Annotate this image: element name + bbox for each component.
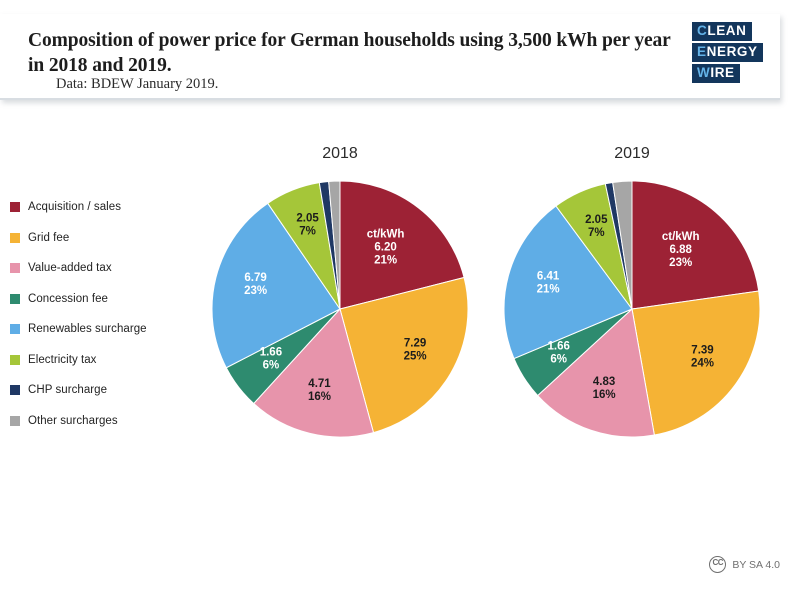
pie-chart-2019: 2019 ct/kWh 6.88 23% 7.39 24% 4.83 16% 1.66 6% 6.… (497, 145, 767, 449)
pie-slice-grid-fee[interactable] (631, 290, 761, 436)
pie-slice-label-value-added-tax: 4.71 16% (308, 378, 331, 403)
legend-swatch-icon (10, 324, 20, 334)
pie-slice-label-value-added-tax: 4.83 16% (593, 376, 616, 401)
pie-slice-renewables-surcharge[interactable] (503, 205, 633, 360)
legend-item-label: CHP surcharge (28, 384, 108, 396)
pie-slice-other-surcharges[interactable] (612, 180, 633, 310)
pie-slice-label-acquisition-sales: ct/kWh 6.88 23% (662, 231, 700, 269)
pie-slice-other-surcharges[interactable] (328, 180, 341, 310)
logo-line-wire: WIRE (692, 64, 740, 83)
legend-item-label: Renewables surcharge (28, 323, 147, 335)
pie-svg-2019: ct/kWh 6.88 23% 7.39 24% 4.83 16% 1.66 6% 6.41 21%… (503, 180, 761, 438)
legend-swatch-icon (10, 354, 20, 365)
license-badge: CC BY SA 4.0 (709, 556, 780, 573)
logo-text-rest: IRE (710, 65, 735, 80)
logo-line-energy: ENERGY (692, 43, 763, 62)
page-title: Composition of power price for German ho… (28, 30, 671, 76)
pie-slice-acquisition-sales[interactable] (631, 180, 760, 310)
pie-title-2019: 2019 (614, 145, 650, 162)
legend-item-label: Other surcharges (28, 414, 118, 427)
pie-slice-label-concession-fee: 1.66 6% (548, 341, 570, 366)
pie-slice-acquisition-sales[interactable] (339, 180, 465, 310)
pie-slice-label-acquisition-sales: ct/kWh 6.20 21% (367, 228, 405, 266)
legend-swatch-icon (10, 202, 20, 212)
data-source-subtitle: Data: BDEW January 2019. (56, 76, 219, 92)
pie-slice-value-added-tax[interactable] (252, 307, 375, 438)
legend-item-acquisition-sales[interactable]: Acquisition / sales (10, 196, 205, 218)
legend-item-label: Electricity tax (28, 353, 97, 366)
pie-slice-renewables-surcharge[interactable] (211, 202, 341, 369)
license-text: BY SA 4.0 (732, 558, 780, 571)
legend-item-other-surcharges[interactable]: Other surcharges (10, 410, 205, 432)
clean-energy-wire-logo: CLEAN ENERGY WIRE (692, 22, 772, 85)
legend-swatch-icon (10, 232, 20, 243)
legend-swatch-icon (10, 415, 20, 426)
legend-swatch-icon (10, 293, 20, 304)
pie-slice-label-grid-fee: 7.39 24% (691, 345, 714, 370)
pie-slice-label-electricity-tax: 2.05 7% (296, 213, 319, 238)
header-panel: Composition of power price for German ho… (0, 14, 780, 100)
legend-item-electricity-tax[interactable]: Electricity tax (10, 349, 205, 371)
pie-slice-label-grid-fee: 7.29 25% (404, 337, 427, 362)
legend-item-label: Acquisition / sales (28, 201, 121, 213)
chart-legend: Acquisition / sales Grid fee Value-added t… (10, 196, 205, 440)
logo-lead-letter: W (697, 65, 711, 80)
legend-swatch-icon (10, 385, 20, 395)
logo-lead-letter: C (697, 23, 708, 38)
legend-item-value-added-tax[interactable]: Value-added tax (10, 257, 205, 279)
legend-item-renewables-surcharge[interactable]: Renewables surcharge (10, 318, 205, 340)
logo-text-rest: LEAN (707, 23, 747, 38)
logo-line-clean: CLEAN (692, 22, 752, 41)
pie-slice-label-electricity-tax: 2.05 7% (585, 214, 608, 239)
pie-title-2018: 2018 (322, 145, 358, 162)
legend-item-label: Value-added tax (28, 262, 112, 274)
pie-slice-value-added-tax[interactable] (536, 308, 655, 438)
pie-slice-label-concession-fee: 1.66 6% (260, 346, 282, 371)
pie-slice-label-renewables-surcharge: 6.79 23% (244, 272, 267, 297)
legend-item-label: Grid fee (28, 231, 70, 244)
legend-item-chp-surcharge[interactable]: CHP surcharge (10, 379, 205, 401)
logo-text-rest: NERGY (706, 44, 758, 59)
logo-lead-letter: E (697, 44, 707, 59)
pie-chart-2018: 2018 ct/kWh 6.20 21% 7.29 25% 4.71 16% 1.66 6% 6.… (205, 145, 475, 449)
pie-slice-label-renewables-surcharge: 6.41 21% (537, 270, 560, 295)
creative-commons-icon: CC (709, 556, 727, 573)
legend-item-label: Concession fee (28, 292, 108, 305)
pie-slice-grid-fee[interactable] (339, 276, 469, 434)
legend-swatch-icon (10, 263, 20, 273)
legend-item-concession-fee[interactable]: Concession fee (10, 288, 205, 310)
legend-item-grid-fee[interactable]: Grid fee (10, 227, 205, 249)
pie-svg-2018: ct/kWh 6.20 21% 7.29 25% 4.71 16% 1.66 6% 6.79 23%… (211, 180, 469, 438)
